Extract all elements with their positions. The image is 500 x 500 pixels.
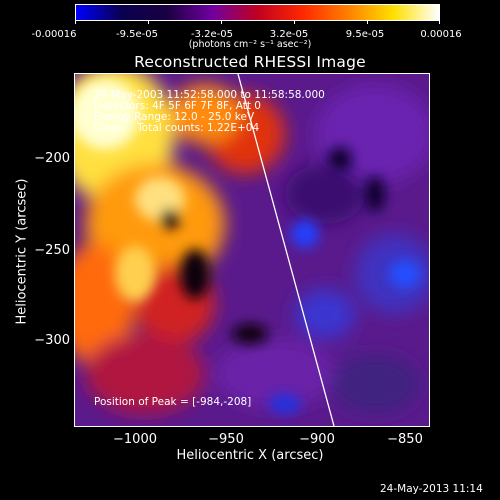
- x-tick-label: −950: [208, 432, 244, 447]
- colorbar-tick-mark: [75, 20, 76, 24]
- info-time-range: 24-May-2003 11:52:58.000 to 11:58:58.000: [94, 89, 325, 101]
- plot-title: Reconstructed RHESSI Image: [134, 53, 366, 71]
- colorbar-tick-mark: [439, 20, 440, 24]
- colorbar-tick-label: 0.00016: [420, 29, 462, 40]
- colorbar-unit-label: (photons cm⁻² s⁻¹ asec⁻²): [188, 39, 312, 50]
- colorbar-tick-mark: [294, 20, 295, 24]
- peak-position: Position of Peak = [-984,-208]: [94, 396, 252, 408]
- info-detectors: Detectors: 4F 5F 6F 7F 8F, Att 0: [94, 100, 261, 112]
- colorbar-tick-mark: [221, 20, 222, 24]
- x-axis-label: Heliocentric X (arcsec): [176, 448, 324, 463]
- x-tick-label: −850: [387, 432, 423, 447]
- colorbar-tick-label: 3.2e-05: [269, 29, 309, 40]
- timestamp: 24-May-2013 11:14: [380, 483, 483, 495]
- info-energy-range: Energy Range: 12.0 - 25.0 keV: [94, 111, 255, 123]
- y-axis-label: Heliocentric Y (arcsec): [14, 178, 30, 325]
- colorbar-tick-label: -9.5e-05: [116, 29, 158, 40]
- colorbar: [75, 4, 440, 21]
- colorbar-tick-label: -0.00016: [31, 29, 77, 40]
- colorbar-tick-label: 9.5e-05: [345, 29, 385, 40]
- rhessi-image-plot: [74, 73, 430, 427]
- y-tick-label: −200: [34, 151, 70, 166]
- colorbar-tick-label: -3.2e-05: [191, 29, 233, 40]
- colorbar-tick-mark: [148, 20, 149, 24]
- x-tick-label: −900: [299, 432, 335, 447]
- colorbar-tick-mark: [367, 20, 368, 24]
- x-tick-label: −1000: [113, 432, 157, 447]
- info-clean-counts: Clean Total counts: 1.22E+04: [94, 122, 260, 134]
- y-tick-label: −250: [34, 243, 70, 258]
- solar-limb-line: [237, 74, 335, 426]
- rhessi-image: [75, 74, 429, 426]
- y-tick-label: −300: [34, 333, 70, 348]
- image-detail: [75, 79, 421, 414]
